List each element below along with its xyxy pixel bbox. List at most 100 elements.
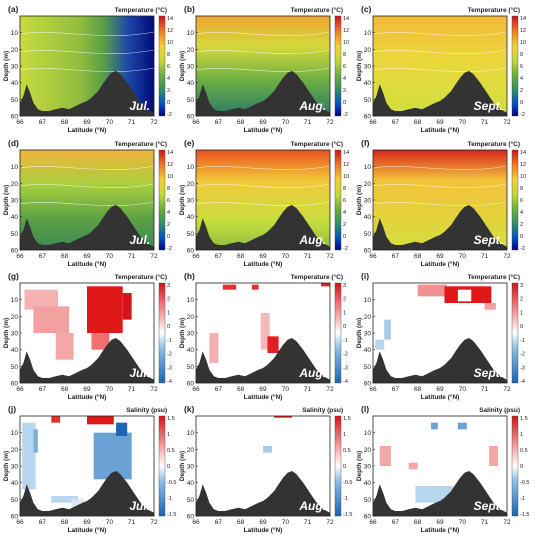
- x-tick-label: 70: [459, 253, 467, 260]
- seafloor: [373, 338, 507, 383]
- seafloor: [20, 71, 154, 116]
- colorbar-tick-label: 0: [167, 100, 170, 106]
- y-tick-label: 60: [11, 114, 19, 121]
- contour-line: [195, 165, 331, 170]
- colorbar-tick-label: 3: [167, 283, 170, 289]
- colorbar: [334, 282, 342, 384]
- y-tick-label: 60: [364, 248, 372, 255]
- x-tick-label: 69: [83, 519, 91, 526]
- month-label: Aug.: [298, 366, 326, 380]
- month-label: Aug.: [298, 233, 326, 247]
- contour-line: [372, 165, 508, 170]
- contour-line: [19, 201, 155, 206]
- y-tick-label: 10: [364, 430, 372, 437]
- y-axis-label: Depth (m): [356, 451, 363, 481]
- colorbar-tick-label: -2: [167, 352, 172, 358]
- colorbar-tick-label: 4: [343, 210, 346, 216]
- anomaly-patch: [457, 422, 467, 430]
- y-tick-label: 20: [187, 181, 195, 188]
- panel-label: (k): [184, 404, 195, 414]
- colorbar-tick-label: 8: [167, 186, 170, 192]
- x-axis-label: Latitude (°N): [68, 393, 107, 401]
- x-tick-label: 66: [369, 519, 377, 526]
- x-tick-label: 70: [282, 386, 290, 393]
- colorbar-tick-label: -3: [167, 365, 172, 371]
- anomaly-patch: [22, 422, 36, 490]
- colorbar-tick-label: 10: [343, 40, 349, 46]
- anomaly-patch: [408, 462, 418, 470]
- x-tick-label: 67: [39, 519, 47, 526]
- colorbar-tick-label: 4: [167, 210, 170, 216]
- colorbar-tick-label: 10: [520, 40, 526, 46]
- anomaly-patch: [375, 339, 385, 350]
- colorbar-tick-label: 1: [167, 432, 170, 438]
- colorbar-tick-label: 0: [343, 464, 346, 470]
- anomaly-patch: [417, 284, 447, 297]
- panel-label: (i): [361, 271, 369, 281]
- colorbar-tick-label: 12: [167, 28, 173, 34]
- colorbar: [158, 149, 166, 251]
- y-tick-label: 50: [187, 497, 195, 504]
- y-tick-label: 30: [187, 198, 195, 205]
- y-tick-label: 60: [11, 381, 19, 388]
- colorbar-title: Temperature (°C): [468, 273, 520, 281]
- seafloor: [20, 471, 154, 516]
- x-tick-label: 72: [150, 119, 158, 126]
- panel-label: (l): [361, 404, 369, 414]
- x-tick-label: 72: [326, 119, 334, 126]
- colorbar-tick-label: 8: [343, 186, 346, 192]
- y-tick-label: 20: [364, 314, 372, 321]
- colorbar-tick-label: 1: [167, 310, 170, 316]
- colorbar-tick-label: 0: [167, 234, 170, 240]
- colorbar-tick-label: 2: [343, 222, 346, 228]
- panel-label: (a): [8, 4, 19, 14]
- colorbar-tick-label: 2: [167, 297, 170, 303]
- month-label: Sept.: [474, 99, 503, 113]
- x-tick-label: 67: [215, 519, 223, 526]
- colorbar-title: Temperature (°C): [468, 6, 520, 14]
- colorbar-tick-label: 1: [343, 432, 346, 438]
- x-tick-label: 69: [259, 386, 267, 393]
- colorbar-tick-label: -1: [520, 338, 525, 344]
- x-tick-label: 70: [459, 519, 467, 526]
- y-tick-label: 40: [364, 347, 372, 354]
- anomaly-patch: [55, 333, 74, 360]
- anomaly-patch: [116, 422, 128, 436]
- colorbar-tick-label: -1.5: [520, 512, 529, 518]
- colorbar-tick-label: -4: [520, 379, 525, 385]
- y-tick-label: 10: [187, 164, 195, 171]
- x-tick-label: 67: [392, 519, 400, 526]
- contour-line: [19, 183, 155, 188]
- colorbar-tick-label: 0: [520, 324, 523, 330]
- x-tick-label: 67: [39, 119, 47, 126]
- y-tick-label: 10: [187, 30, 195, 37]
- month-label: Sept.: [474, 366, 503, 380]
- y-tick-label: 30: [11, 464, 19, 471]
- anomaly-patch: [91, 333, 110, 350]
- y-tick-label: 10: [11, 297, 19, 304]
- colorbar-tick-label: -2: [167, 112, 172, 118]
- colorbar-title: Salinity (psu): [479, 407, 520, 414]
- colorbar-tick-label: 6: [167, 64, 170, 70]
- x-tick-label: 66: [16, 519, 24, 526]
- x-tick-label: 72: [150, 519, 158, 526]
- contour-line: [372, 183, 508, 188]
- seafloor: [196, 471, 330, 516]
- anomaly-patch: [267, 336, 279, 353]
- y-tick-label: 60: [11, 248, 19, 255]
- contour-line: [19, 31, 155, 36]
- colorbar-tick-label: -3: [343, 365, 348, 371]
- colorbar-tick-label: -1: [343, 338, 348, 344]
- panel-label: (d): [8, 138, 19, 148]
- y-tick-label: 40: [187, 480, 195, 487]
- x-tick-label: 69: [83, 386, 91, 393]
- x-tick-label: 67: [39, 386, 47, 393]
- colorbar-tick-label: 14: [520, 150, 526, 156]
- x-tick-label: 69: [259, 119, 267, 126]
- contour-line: [372, 31, 508, 36]
